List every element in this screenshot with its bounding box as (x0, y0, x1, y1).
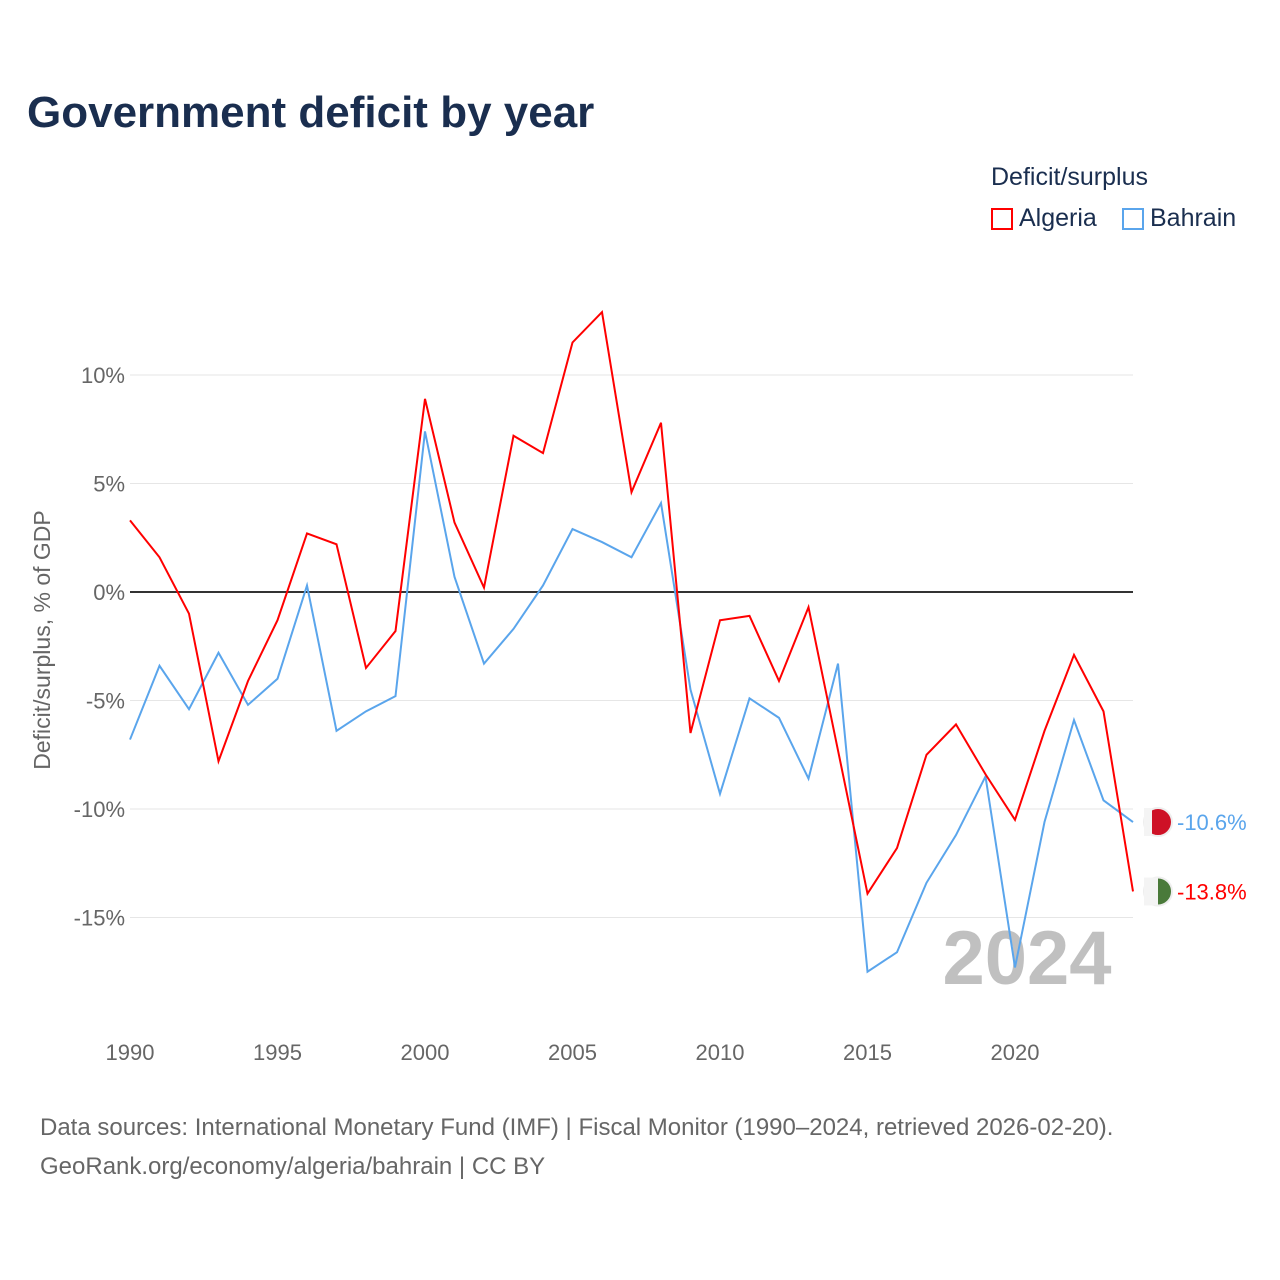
y-tick-label: -10% (74, 797, 125, 822)
legend-item-bahrain[interactable]: Bahrain (1122, 204, 1236, 233)
x-tick-label: 1990 (106, 1040, 155, 1065)
y-axis-label: Deficit/surplus, % of GDP (29, 510, 55, 769)
x-tick-label: 2000 (401, 1040, 450, 1065)
end-label-bahrain: -10.6% (1177, 810, 1247, 835)
end-label-algeria: -13.8% (1177, 879, 1247, 904)
legend-label-algeria: Algeria (1019, 204, 1097, 232)
y-tick-label: -15% (74, 906, 125, 931)
x-tick-label: 2020 (991, 1040, 1040, 1065)
source-note: Data sources: International Monetary Fun… (40, 1108, 1113, 1186)
x-tick-label: 2015 (843, 1040, 892, 1065)
series-line-algeria (129, 309, 1134, 897)
x-tick-label: 2010 (696, 1040, 745, 1065)
source-line-1: Data sources: International Monetary Fun… (40, 1114, 1114, 1141)
legend-title: Deficit/surplus (991, 163, 1148, 191)
legend-item-algeria[interactable]: Algeria (991, 204, 1097, 233)
y-tick-label: 0% (93, 580, 125, 605)
flag-detail (1144, 808, 1152, 837)
year-watermark: 2024 (942, 916, 1111, 1001)
legend-swatch-bahrain (1122, 207, 1144, 230)
y-tick-label: 10% (81, 363, 125, 388)
y-tick-label: -5% (86, 689, 125, 714)
legend-label-bahrain: Bahrain (1150, 204, 1237, 232)
legend-swatch-algeria (991, 207, 1013, 230)
flag-detail (1144, 877, 1158, 906)
series-line-bahrain (129, 431, 1134, 974)
source-line-2[interactable]: GeoRank.org/economy/algeria/bahrain | CC… (40, 1153, 546, 1180)
chart-title: Government deficit by year (27, 88, 595, 137)
x-tick-label: 1995 (253, 1040, 302, 1065)
x-tick-label: 2005 (548, 1040, 597, 1065)
y-tick-label: 5% (93, 472, 125, 497)
